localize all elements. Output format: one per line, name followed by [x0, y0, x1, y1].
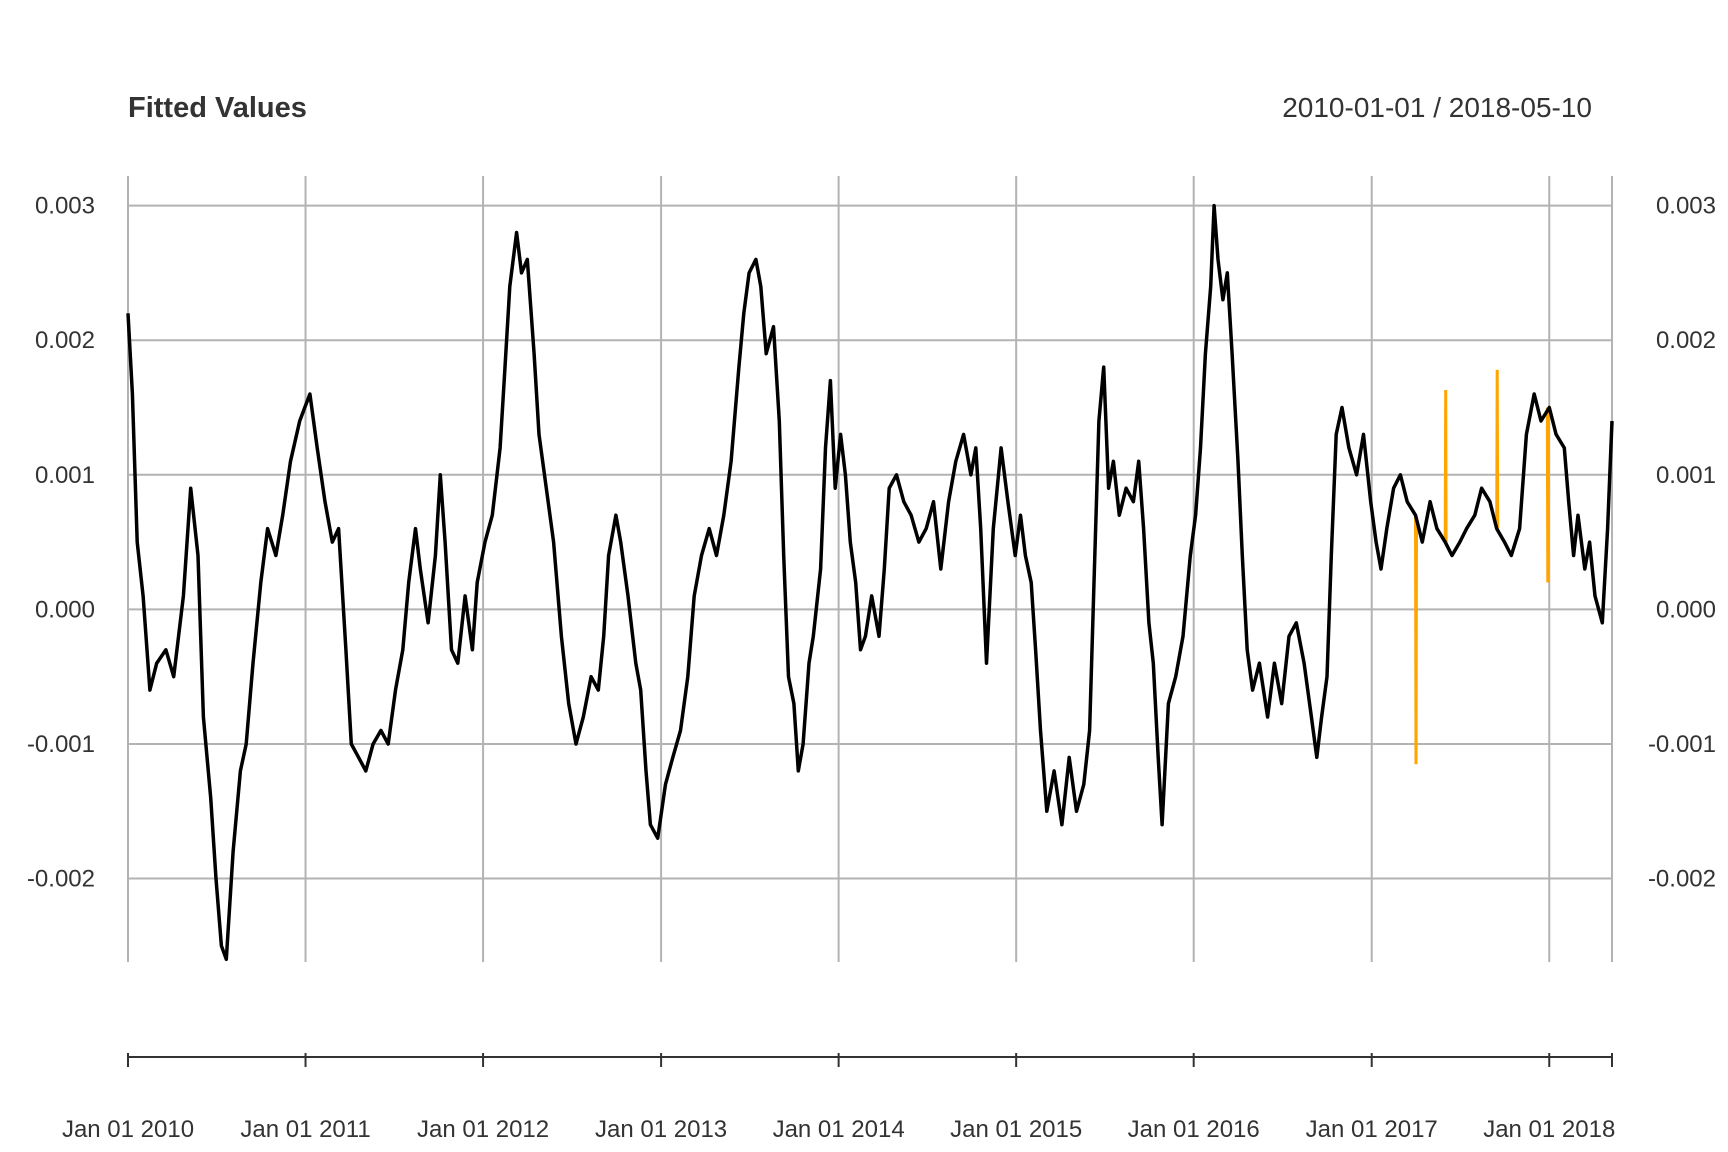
- y-tick-label-right: 0.000: [1656, 596, 1716, 623]
- series-line-spike: [1545, 407, 1550, 583]
- x-tick-label: Jan 01 2010: [62, 1116, 194, 1143]
- x-tick-label: Jan 01 2012: [417, 1116, 549, 1143]
- y-axis-left: 0.003 0.002 0.001 0.000 -0.001 -0.002: [27, 193, 95, 893]
- y-tick-label-left: 0.002: [35, 327, 95, 354]
- y-tick-label-right: -0.001: [1648, 731, 1716, 758]
- y-tick-label-right: 0.002: [1656, 327, 1716, 354]
- series-line-spike: [1495, 369, 1500, 529]
- x-axis: Jan 01 2010 Jan 01 2011 Jan 01 2012 Jan 01 …: [62, 1053, 1615, 1143]
- series-group: [126, 203, 1614, 962]
- x-tick-label: Jan 01 2016: [1128, 1116, 1260, 1143]
- x-tick-label: Jan 01 2014: [773, 1116, 905, 1143]
- x-tick-label: Jan 01 2013: [595, 1116, 727, 1143]
- x-tick-label: Jan 01 2015: [950, 1116, 1082, 1143]
- y-tick-label-left: 0.003: [35, 193, 95, 220]
- y-tick-label-left: 0.000: [35, 596, 95, 623]
- series-line-fitted: [126, 203, 1614, 962]
- y-tick-label-right: -0.002: [1648, 866, 1716, 893]
- y-tick-label-left: -0.001: [27, 731, 95, 758]
- series-line-spike: [1414, 515, 1418, 765]
- y-tick-label-right: 0.001: [1656, 462, 1716, 489]
- date-range-label: 2010-01-01 / 2018-05-10: [1282, 92, 1592, 123]
- chart-title: Fitted Values: [128, 92, 307, 124]
- y-tick-label-left: -0.002: [27, 866, 95, 893]
- series-line-spike: [1443, 389, 1448, 543]
- x-tick-label: Jan 01 2017: [1306, 1116, 1438, 1143]
- y-axis-right: 0.003 0.002 0.001 0.000 -0.001 -0.002: [1648, 193, 1716, 893]
- y-tick-label-left: 0.001: [35, 462, 95, 489]
- x-tick-label: Jan 01 2018: [1483, 1116, 1615, 1143]
- x-tick-label: Jan 01 2011: [240, 1116, 370, 1143]
- y-tick-label-right: 0.003: [1656, 193, 1716, 220]
- grid: [127, 176, 1613, 962]
